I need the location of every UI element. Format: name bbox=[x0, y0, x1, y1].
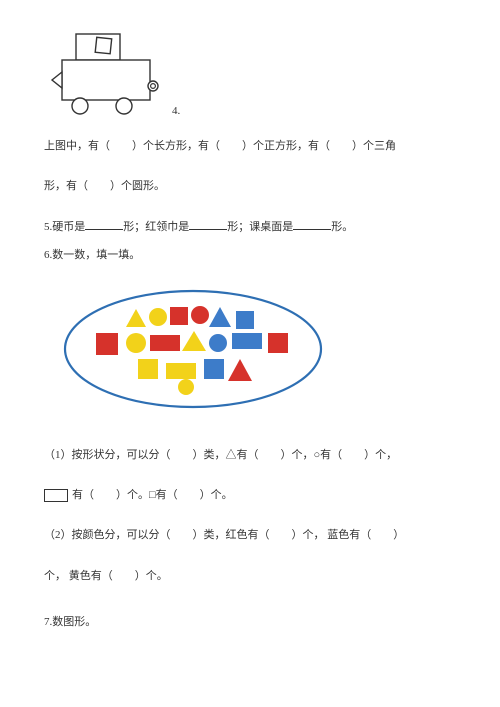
q6-p1-line1: （1）按形状分，可以分（ ）类，△有（ ）个，○有（ ）个， bbox=[44, 442, 456, 468]
q5-prefix: 5.硬币是 bbox=[44, 221, 85, 233]
q5-mid2: 形；课桌面是 bbox=[227, 221, 293, 233]
q4-text-line2: 形，有（ ）个圆形。 bbox=[44, 173, 456, 199]
worksheet-page: 4. 上图中，有（ ）个长方形，有（ ）个正方形，有（ ）个三角 形，有（ ）个… bbox=[0, 0, 500, 707]
q6-p2-line1: （2）按颜色分，可以分（ ）类，红色有（ ）个， 蓝色有（ ） bbox=[44, 522, 456, 548]
q6-title: 6.数一数，填一填。 bbox=[44, 242, 456, 268]
q4-text-line1: 上图中，有（ ）个长方形，有（ ）个正方形，有（ ）个三角 bbox=[44, 133, 456, 159]
blank[interactable] bbox=[189, 219, 227, 230]
q5-mid1: 形；红领巾是 bbox=[123, 221, 189, 233]
q4-figure-row: 4. bbox=[44, 30, 456, 119]
q7-title: 7.数图形。 bbox=[44, 609, 456, 635]
q6-p1-line2: 有（ ）个。□有（ ）个。 bbox=[44, 482, 456, 508]
rectangle-icon bbox=[44, 489, 68, 502]
blank[interactable] bbox=[293, 219, 331, 230]
q6-ellipse-figure bbox=[58, 285, 456, 416]
q4-number: 4. bbox=[172, 105, 180, 117]
q5-suffix: 形。 bbox=[331, 221, 353, 233]
q5-line: 5.硬币是 形；红领巾是 形；课桌面是 形。 bbox=[44, 214, 456, 240]
q6-p1-tail: 有（ ）个。□有（ ）个。 bbox=[72, 489, 233, 501]
q6-p2-line2: 个， 黄色有（ ）个。 bbox=[44, 563, 456, 589]
blank[interactable] bbox=[85, 219, 123, 230]
q4-truck-figure bbox=[50, 30, 170, 119]
